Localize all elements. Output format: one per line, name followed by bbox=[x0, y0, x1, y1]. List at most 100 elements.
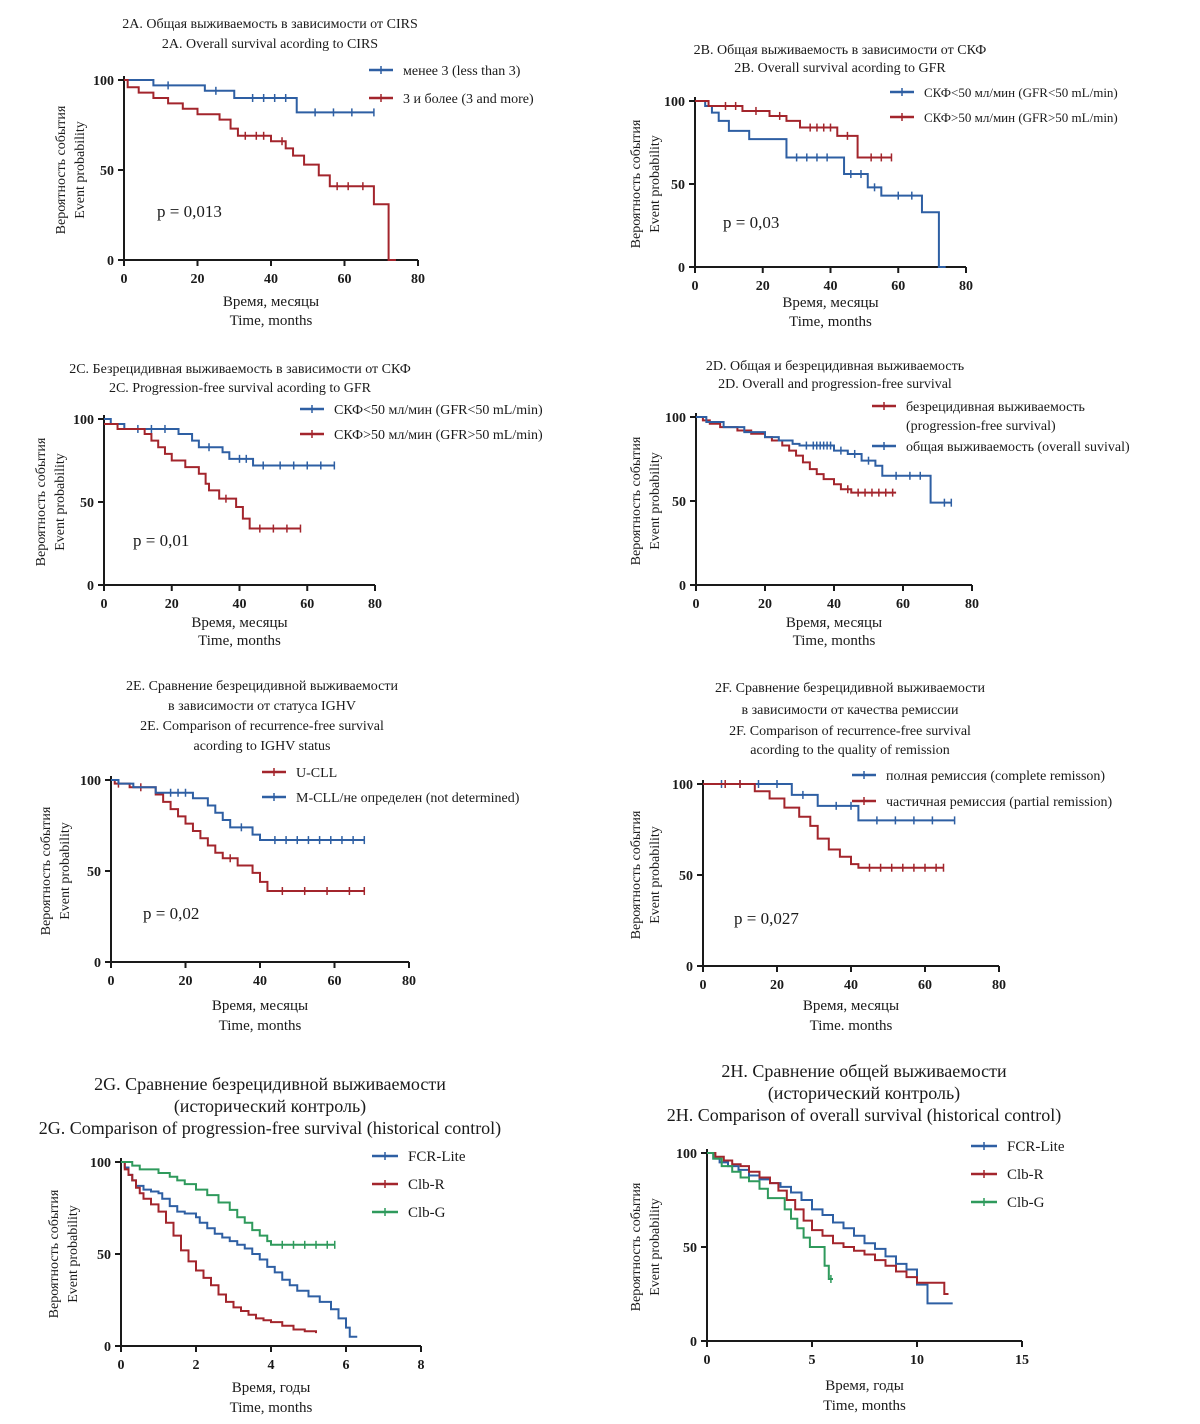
x-axis-label: Время, месяцы bbox=[782, 295, 878, 311]
x-tick-label: 4 bbox=[268, 1358, 275, 1373]
x-axis-label: Время, месяцы bbox=[786, 615, 882, 631]
y-axis-label: Event probability bbox=[648, 826, 663, 924]
y-tick-label: 100 bbox=[665, 411, 686, 426]
y-axis-label: Вероятность события bbox=[39, 806, 54, 935]
x-axis-label: Время, месяцы bbox=[223, 294, 319, 310]
x-tick-label: 20 bbox=[756, 279, 770, 294]
legend-label: частичная ремиссия (partial remission) bbox=[886, 795, 1113, 810]
y-tick-label: 0 bbox=[678, 261, 685, 276]
x-tick-label: 60 bbox=[896, 597, 910, 612]
x-axis-label: Время, годы bbox=[825, 1378, 904, 1394]
y-axis-label: Вероятность события bbox=[629, 810, 644, 939]
x-tick-label: 20 bbox=[770, 978, 784, 993]
chart-title-line: 2C. Progression-free survival acording t… bbox=[109, 381, 372, 396]
y-axis-label: Вероятность события bbox=[34, 437, 49, 566]
legend-label: СКФ>50 мл/мин (GFR>50 mL/min) bbox=[924, 110, 1118, 125]
y-tick-label: 50 bbox=[683, 1241, 697, 1256]
x-tick-label: 8 bbox=[418, 1358, 425, 1373]
y-tick-label: 100 bbox=[676, 1147, 697, 1162]
chart-title-line: в зависимости от статуса IGHV bbox=[168, 699, 356, 714]
panel-2a: 2A. Общая выживаемость в зависимости от … bbox=[54, 17, 534, 329]
x-tick-label: 40 bbox=[827, 597, 841, 612]
y-axis-label: Вероятность события bbox=[629, 436, 644, 565]
series-line-blue bbox=[695, 100, 946, 268]
series-line-blue bbox=[121, 1161, 358, 1338]
legend-label: СКФ>50 мл/мин (GFR>50 mL/min) bbox=[334, 428, 543, 443]
series-line-green bbox=[707, 1152, 833, 1280]
series-line-red bbox=[124, 79, 396, 261]
y-tick-label: 0 bbox=[690, 1335, 697, 1350]
x-tick-label: 40 bbox=[233, 597, 247, 612]
x-tick-label: 20 bbox=[758, 597, 772, 612]
x-tick-label: 40 bbox=[824, 279, 838, 294]
x-tick-label: 40 bbox=[264, 272, 278, 287]
legend-label: СКФ<50 мл/мин (GFR<50 mL/min) bbox=[334, 403, 543, 418]
y-tick-label: 50 bbox=[671, 178, 685, 193]
panel-2f: 2F. Сравнение безрецидивной выживаемости… bbox=[629, 681, 1113, 1034]
x-tick-label: 0 bbox=[700, 978, 707, 993]
y-tick-label: 100 bbox=[664, 95, 685, 110]
y-axis-label: Event probability bbox=[66, 1205, 81, 1303]
x-axis-label: Time, months bbox=[230, 313, 313, 329]
series-line-red bbox=[121, 1161, 317, 1334]
y-tick-label: 50 bbox=[672, 495, 686, 510]
x-axis-label: Time, months bbox=[230, 1400, 313, 1416]
x-tick-label: 60 bbox=[918, 978, 932, 993]
chart-title-line: 2C. Безрецидивная выживаемость в зависим… bbox=[69, 362, 411, 377]
x-tick-label: 0 bbox=[704, 1353, 711, 1368]
chart-title-line: (исторический контроль) bbox=[768, 1083, 960, 1104]
y-axis-label: Вероятность события bbox=[47, 1189, 62, 1318]
chart-title-line: 2B. Overall survival acording to GFR bbox=[734, 61, 946, 76]
x-axis-label: Время, месяцы bbox=[803, 998, 899, 1014]
legend-label: Clb-G bbox=[408, 1205, 446, 1221]
y-axis-label: Вероятность события bbox=[629, 1182, 644, 1311]
y-tick-label: 0 bbox=[107, 254, 114, 269]
panel-2c: 2C. Безрецидивная выживаемость в зависим… bbox=[34, 362, 543, 649]
y-tick-label: 100 bbox=[672, 778, 693, 793]
chart-title-line: 2A. Overall survival acording to CIRS bbox=[162, 37, 378, 52]
x-tick-label: 80 bbox=[992, 978, 1006, 993]
legend-label: менее 3 (less than 3) bbox=[403, 64, 521, 79]
panel-2b: 2B. Общая выживаемость в зависимости от … bbox=[629, 43, 1118, 330]
legend-label: M-CLL/не определен (not determined) bbox=[296, 791, 520, 806]
chart-title-line: 2A. Общая выживаемость в зависимости от … bbox=[122, 17, 418, 32]
x-tick-label: 2 bbox=[193, 1358, 200, 1373]
chart-title-line: 2H. Comparison of overall survival (hist… bbox=[667, 1105, 1061, 1126]
y-axis-label: Вероятность события bbox=[54, 105, 69, 234]
y-tick-label: 50 bbox=[679, 869, 693, 884]
x-tick-label: 20 bbox=[191, 272, 205, 287]
y-tick-label: 50 bbox=[100, 164, 114, 179]
x-axis-label: Время, годы bbox=[232, 1380, 311, 1396]
series-line-blue bbox=[703, 783, 955, 822]
x-axis-label: Time, months bbox=[198, 633, 281, 649]
legend-label: FCR-Lite bbox=[1007, 1139, 1065, 1155]
legend-label: Clb-R bbox=[1007, 1167, 1044, 1183]
chart-title-line: 2B. Общая выживаемость в зависимости от … bbox=[694, 43, 987, 58]
y-tick-label: 50 bbox=[97, 1248, 111, 1263]
series-line-blue bbox=[111, 779, 365, 842]
y-axis-label: Event probability bbox=[648, 1198, 663, 1296]
y-tick-label: 0 bbox=[679, 579, 686, 594]
legend-label: U-CLL bbox=[296, 766, 337, 781]
y-tick-label: 50 bbox=[80, 496, 94, 511]
x-tick-label: 0 bbox=[118, 1358, 125, 1373]
y-axis-label: Event probability bbox=[53, 453, 68, 551]
legend-label: (progression-free survival) bbox=[906, 419, 1056, 434]
x-tick-label: 20 bbox=[165, 597, 179, 612]
y-axis-label: Event probability bbox=[648, 452, 663, 550]
x-tick-label: 0 bbox=[101, 597, 108, 612]
series-line-red bbox=[104, 422, 301, 530]
series-line-red bbox=[707, 1152, 949, 1295]
x-tick-label: 80 bbox=[402, 974, 416, 989]
series-line-red bbox=[695, 100, 892, 159]
chart-title-line: в зависимости от качества ремиссии bbox=[742, 703, 959, 718]
x-axis-label: Время, месяцы bbox=[212, 998, 308, 1014]
p-value-label: p = 0,027 bbox=[734, 909, 799, 928]
x-tick-label: 20 bbox=[179, 974, 193, 989]
x-tick-label: 60 bbox=[300, 597, 314, 612]
p-value-label: p = 0,02 bbox=[143, 904, 199, 923]
x-tick-label: 80 bbox=[959, 279, 973, 294]
x-axis-label: Time, months bbox=[219, 1018, 302, 1034]
x-tick-label: 60 bbox=[891, 279, 905, 294]
chart-title-line: 2G. Comparison of progression-free survi… bbox=[39, 1118, 501, 1139]
